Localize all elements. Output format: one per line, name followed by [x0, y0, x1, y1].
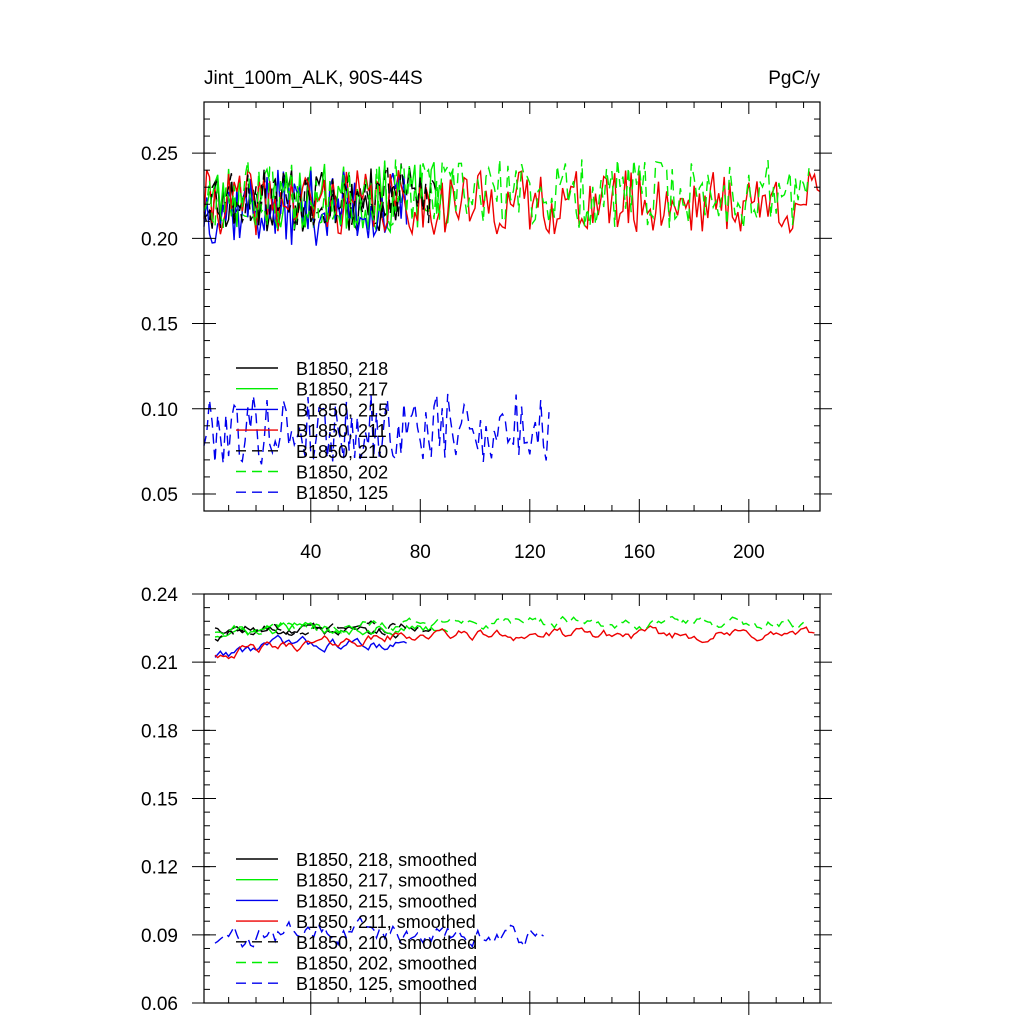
bottom-legend-label: B1850, 217, smoothed: [296, 871, 477, 891]
bottom-legend-label: B1850, 125, smoothed: [296, 974, 477, 994]
top-series-line-4: [203, 163, 438, 228]
top-x-tick-label: 200: [733, 542, 765, 563]
top-series-line-6: [203, 393, 550, 465]
bottom-series-line-6: [214, 916, 544, 949]
top-y-tick-label: 0.05: [141, 485, 178, 506]
chart-units: PgC/y: [768, 68, 820, 89]
bottom-y-tick-label: 0.21: [141, 653, 178, 674]
bottom-series-line-3: [214, 625, 815, 660]
top-x-tick-label: 120: [514, 542, 546, 563]
bottom-series-line-0: [214, 622, 399, 639]
bottom-y-tick-label: 0.09: [141, 926, 178, 947]
bottom-legend-label: B1850, 215, smoothed: [296, 891, 477, 911]
bottom-panel: 0.06 0.09 0.12 0.15 0.18 0.21 0.24 B1850, 218, …: [141, 585, 832, 1015]
bottom-legend-label: B1850, 202, smoothed: [296, 954, 477, 974]
chart-title: Jint_100m_ALK, 90S-44S: [204, 68, 423, 89]
top-y-tick-label: 0.10: [141, 400, 178, 421]
bottom-y-tick-label: 0.06: [141, 994, 178, 1015]
top-series-line-3: [203, 168, 821, 237]
bottom-y-tick-label: 0.12: [141, 858, 178, 879]
top-legend-label: B1850, 210: [296, 442, 388, 462]
bottom-y-tick-label: 0.24: [141, 585, 178, 606]
top-legend-label: B1850, 202: [296, 463, 388, 483]
bottom-legend-label: B1850, 210, smoothed: [296, 933, 477, 953]
top-legend-label: B1850, 218: [296, 359, 388, 379]
top-legend-label: B1850, 215: [296, 400, 388, 420]
bottom-series-line-4: [214, 620, 432, 642]
bottom-series-line-5: [214, 615, 805, 636]
top-y-tick-label: 0.20: [141, 229, 178, 250]
top-panel: 40 80 120 160 200 0.05 0.10 0.15 0.20 0.25 Jint_10…: [141, 68, 832, 563]
top-x-tick-label: 80: [410, 542, 431, 563]
top-y-tick-label: 0.25: [141, 144, 178, 165]
bottom-y-tick-label: 0.15: [141, 790, 178, 811]
bottom-legend-label: B1850, 218, smoothed: [296, 850, 477, 870]
bottom-y-tick-label: 0.18: [141, 721, 178, 742]
top-x-tick-label: 40: [300, 542, 321, 563]
top-x-tick-label: 160: [623, 542, 655, 563]
top-legend-label: B1850, 125: [296, 483, 388, 503]
top-legend-label: B1850, 217: [296, 380, 388, 400]
top-y-tick-label: 0.15: [141, 315, 178, 336]
top-legend-label: B1850, 211: [296, 421, 387, 441]
bottom-legend-label: B1850, 211, smoothed: [296, 912, 476, 932]
top-series-line-5: [203, 159, 810, 230]
